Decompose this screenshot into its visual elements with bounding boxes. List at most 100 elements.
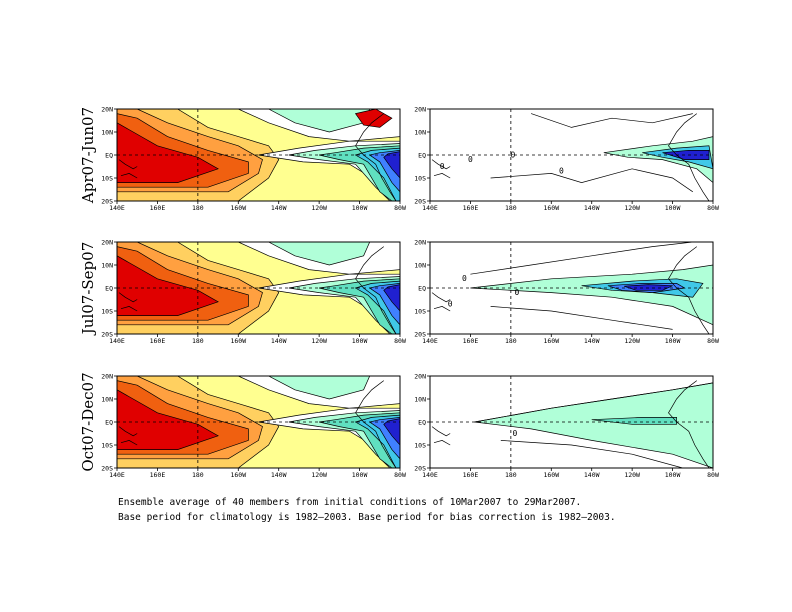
y-tick-label: EQ	[105, 418, 113, 426]
x-tick-label: 140W	[584, 204, 600, 212]
contour-band	[268, 109, 371, 133]
y-tick-label: 10S	[101, 307, 113, 315]
contour-label: 0	[462, 274, 467, 283]
x-tick-label: 140W	[271, 471, 287, 479]
x-tick-label: 140W	[271, 337, 287, 345]
row-label: Oct07-Dec07	[79, 372, 97, 471]
left-panel-1	[117, 242, 400, 334]
panel-axes-L1: 140E 160E 180 160W 140W 120W 100W 80W 20S 10S EQ 10…	[101, 238, 406, 345]
y-tick-label: 10N	[414, 128, 426, 136]
y-tick-label: 10N	[101, 261, 113, 269]
y-tick-label: 10S	[414, 441, 426, 449]
x-tick-label: 180	[505, 337, 517, 345]
x-tick-label: 80W	[707, 337, 719, 345]
y-tick-label: 20S	[414, 330, 426, 338]
x-tick-label: 100W	[352, 337, 368, 345]
x-tick-label: 120W	[624, 337, 640, 345]
contour-band	[383, 284, 400, 312]
anomaly-band	[591, 417, 677, 425]
x-tick-label: 120W	[311, 337, 327, 345]
coastline	[120, 173, 138, 179]
x-tick-label: 160E	[150, 337, 166, 345]
x-tick-label: 160W	[543, 337, 559, 345]
x-tick-label: 140E	[422, 204, 438, 212]
x-tick-label: 80W	[394, 471, 406, 479]
x-tick-label: 100W	[352, 204, 368, 212]
contour-label: 0	[468, 155, 473, 164]
panel-axes-R0: 140E 160E 180 160W 140W 120W 100W 80W 20S 10S EQ 10…	[414, 105, 719, 212]
y-tick-label: 20S	[414, 464, 426, 472]
y-tick-label: EQ	[105, 284, 113, 292]
contour-band	[383, 151, 400, 179]
caption-line-1: Ensemble average of 40 members from init…	[118, 497, 582, 508]
x-tick-label: 160E	[463, 471, 479, 479]
caption-line-2: Base period for climatology is 1982—2003…	[118, 512, 616, 523]
x-tick-label: 160E	[463, 204, 479, 212]
x-tick-label: 80W	[394, 337, 406, 345]
x-tick-label: 140E	[422, 337, 438, 345]
contour-label: 0	[440, 162, 445, 171]
coastline	[431, 159, 451, 170]
y-tick-label: 10S	[414, 174, 426, 182]
panel-axes-L2: 140E 160E 180 160W 140W 120W 100W 80W 20S 10S EQ 10…	[101, 372, 406, 479]
y-tick-label: 20S	[101, 464, 113, 472]
contour-label: 0	[559, 166, 564, 175]
y-tick-label: 20N	[414, 238, 426, 246]
y-tick-label: 20S	[101, 330, 113, 338]
y-tick-label: 20N	[101, 238, 113, 246]
y-tick-label: 20S	[414, 197, 426, 205]
contour-line	[490, 168, 693, 193]
y-tick-label: 20N	[414, 372, 426, 380]
x-tick-label: 160W	[543, 204, 559, 212]
x-tick-label: 80W	[394, 204, 406, 212]
x-tick-label: 100W	[665, 204, 681, 212]
x-tick-label: 120W	[311, 471, 327, 479]
y-tick-label: 20N	[414, 105, 426, 113]
contour-label: 0	[512, 429, 517, 438]
row-label: Jul07-Sep07	[79, 242, 97, 336]
y-tick-label: 20S	[101, 197, 113, 205]
contour-line	[490, 306, 673, 330]
coastline	[120, 440, 138, 446]
contour-label: 0	[510, 150, 515, 159]
contour-label: 0	[448, 299, 453, 308]
y-tick-label: 10S	[101, 441, 113, 449]
x-tick-label: 140E	[109, 204, 125, 212]
coastline	[120, 306, 138, 312]
contour-band	[117, 389, 219, 450]
coastline	[431, 426, 451, 437]
x-tick-label: 160E	[150, 204, 166, 212]
contour-band	[268, 376, 371, 400]
contour-fill	[117, 109, 400, 201]
x-tick-label: 180	[505, 204, 517, 212]
contour-line	[500, 440, 683, 468]
y-tick-label: 20N	[101, 105, 113, 113]
x-tick-label: 100W	[665, 471, 681, 479]
contour-band	[117, 122, 219, 183]
x-tick-label: 120W	[311, 204, 327, 212]
contour-band	[383, 418, 400, 446]
x-tick-label: 180	[192, 471, 204, 479]
x-tick-label: 180	[192, 337, 204, 345]
x-tick-label: 140E	[422, 471, 438, 479]
x-tick-label: 180	[505, 471, 517, 479]
row-label: Apr07-Jun07	[79, 107, 97, 204]
x-tick-label: 160E	[463, 337, 479, 345]
contour-line	[530, 113, 693, 128]
x-tick-label: 160E	[150, 471, 166, 479]
x-tick-label: 100W	[665, 337, 681, 345]
panel-axes-L0: 140E 160E 180 160W 140W 120W 100W 80W 20S 10S EQ 10…	[101, 105, 406, 212]
x-tick-label: 160W	[230, 337, 246, 345]
y-tick-label: 10N	[414, 261, 426, 269]
panel-axes-R1: 140E 160E 180 160W 140W 120W 100W 80W 20S 10S EQ 10…	[414, 238, 719, 345]
x-tick-label: 120W	[624, 204, 640, 212]
x-tick-label: 160W	[230, 471, 246, 479]
x-tick-label: 140W	[584, 471, 600, 479]
y-tick-label: EQ	[418, 418, 426, 426]
contour-label: 0	[515, 288, 520, 297]
x-tick-label: 140W	[584, 337, 600, 345]
contour-fill	[117, 242, 400, 334]
contour-band	[117, 255, 219, 316]
y-tick-label: 10N	[101, 395, 113, 403]
